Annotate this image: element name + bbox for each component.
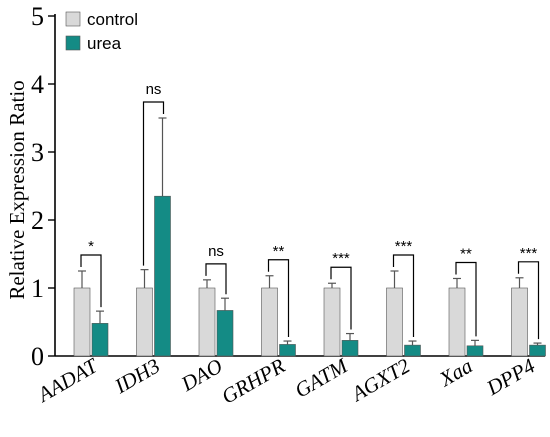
y-tick-label-4: 4 — [31, 70, 44, 99]
y-tick-label-1: 1 — [31, 274, 44, 303]
bar-urea-GRHPR — [279, 344, 296, 357]
bar-urea-DPP4 — [529, 344, 546, 357]
bars — [73, 195, 546, 357]
x-tick-label-IDH3: IDH3 — [110, 354, 164, 399]
y-tick-label-5: 5 — [31, 2, 44, 31]
significance-label-GATM: *** — [332, 250, 350, 267]
significance-bracket-Xaa — [455, 261, 477, 337]
significance-bracket-IDH3 — [142, 101, 165, 266]
legend-label-control: control — [87, 10, 138, 29]
y-axis-label: Relative Expression Ratio — [5, 80, 29, 299]
error-bars — [78, 117, 542, 346]
bar-urea-DAO — [216, 310, 234, 357]
significance-bracket-GRHPR — [267, 259, 290, 338]
x-tick-label-GRHPR: GRHPR — [217, 353, 289, 408]
bar-urea-IDH3 — [154, 195, 171, 357]
x-tick-label-Xaa: Xaa — [434, 354, 476, 392]
bar-control-IDH3 — [136, 287, 153, 357]
legend-swatch-control — [65, 11, 81, 27]
legend-label-urea: urea — [87, 34, 122, 53]
significance-bracket-DAO — [205, 263, 227, 295]
bar-control-DAO — [198, 287, 216, 357]
significance-label-DPP4: *** — [520, 245, 538, 262]
significance-label-IDH3: ns — [146, 81, 162, 98]
significance-bracket-DPP4 — [517, 261, 540, 340]
bar-control-DPP4 — [511, 287, 528, 357]
x-tick-label-AGXT2: AGXT2 — [346, 353, 415, 407]
bar-control-GATM — [323, 287, 341, 357]
significance-label-Xaa: ** — [460, 245, 472, 262]
x-tick-label-GATM: GATM — [291, 353, 353, 403]
significance-label-AGXT2: *** — [395, 238, 413, 255]
legend: control urea — [65, 10, 138, 53]
significance-label-GRHPR: ** — [273, 243, 285, 260]
y-tick-label-0: 0 — [31, 342, 44, 371]
bar-urea-AADAT — [91, 323, 109, 357]
bar-urea-Xaa — [466, 345, 484, 357]
bar-control-Xaa — [448, 287, 466, 357]
legend-swatch-urea — [65, 35, 81, 51]
bar-urea-GATM — [341, 340, 359, 357]
bar-control-AGXT2 — [386, 287, 403, 357]
significance-bracket-GATM — [330, 266, 352, 330]
significance-label-AADAT: * — [88, 238, 94, 255]
y-tick-label-3: 3 — [31, 138, 44, 167]
bar-urea-AGXT2 — [404, 344, 421, 357]
significance-bracket-AADAT — [80, 254, 102, 308]
significance-label-DAO: ns — [208, 243, 224, 260]
significance-bracket-AGXT2 — [392, 254, 415, 338]
y-tick-label-2: 2 — [31, 206, 44, 235]
x-tick-label-DPP4: DPP4 — [482, 353, 540, 400]
bar-control-GRHPR — [261, 287, 278, 357]
bar-control-AADAT — [73, 287, 91, 357]
